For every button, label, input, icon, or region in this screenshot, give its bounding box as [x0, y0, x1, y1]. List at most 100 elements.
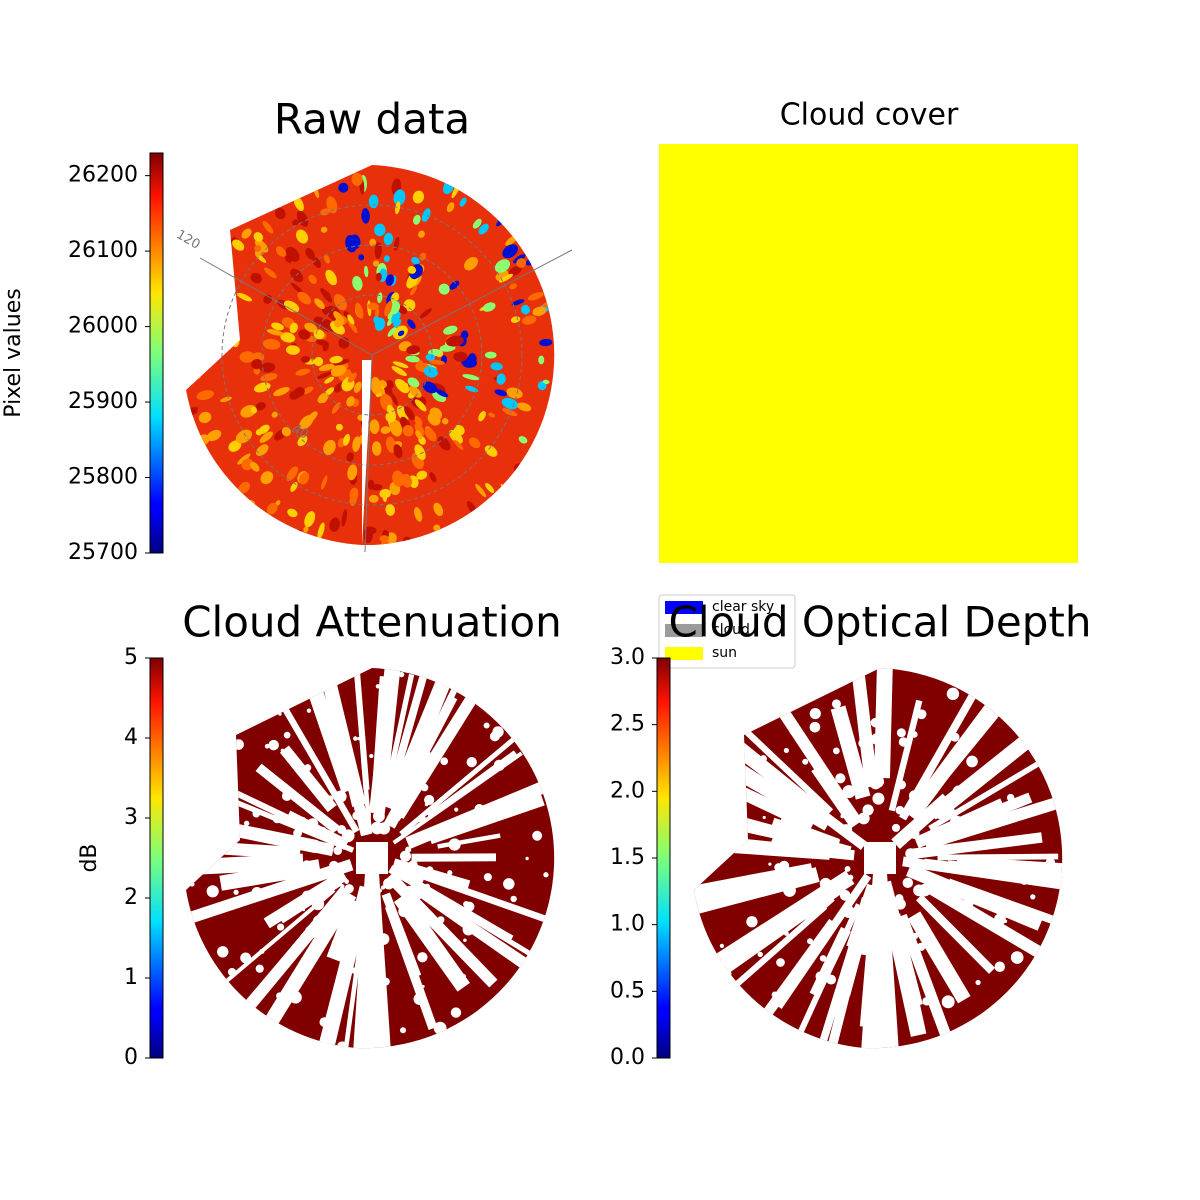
- texture: [375, 272, 382, 282]
- texture: [254, 273, 262, 282]
- texture: [383, 232, 394, 246]
- texture: [465, 385, 479, 393]
- texture: [220, 396, 232, 403]
- texture: [532, 830, 543, 841]
- texture: [257, 682, 270, 695]
- texture: [719, 943, 725, 948]
- texture: [429, 751, 441, 763]
- colorbar-tick-label: 4: [124, 725, 138, 750]
- texture: [320, 475, 328, 490]
- texture: [186, 818, 189, 825]
- texture: [299, 415, 314, 430]
- texture: [361, 208, 370, 224]
- texture: [424, 427, 437, 442]
- texture: [771, 817, 841, 849]
- texture: [781, 1033, 790, 1041]
- colorbar-tick-label: 25900: [68, 389, 138, 414]
- texture: [280, 332, 296, 343]
- texture: [186, 338, 198, 346]
- texture: [233, 739, 244, 750]
- texture: [919, 1053, 925, 1059]
- texture: [351, 172, 363, 186]
- texture: [405, 846, 412, 853]
- texture: [715, 798, 721, 804]
- texture: [461, 330, 469, 339]
- texture: [392, 470, 405, 487]
- texture: [874, 668, 894, 779]
- texture: [778, 860, 790, 871]
- texture: [296, 173, 306, 185]
- texture: [888, 699, 923, 812]
- texture: [966, 1053, 973, 1060]
- texture: [929, 668, 934, 673]
- texture: [917, 710, 1002, 812]
- texture: [237, 453, 251, 465]
- texture: [393, 444, 403, 459]
- texture: [928, 727, 1063, 831]
- texture: [340, 738, 345, 742]
- texture: [910, 731, 918, 738]
- texture: [940, 1021, 947, 1028]
- texture: [464, 901, 475, 912]
- texture: [771, 991, 779, 998]
- texture: [173, 394, 186, 405]
- texture: [413, 214, 421, 225]
- texture: [701, 939, 707, 945]
- texture: [430, 828, 444, 842]
- texture: [390, 668, 483, 816]
- texture: [217, 946, 229, 958]
- legend-label: cloud: [712, 622, 750, 638]
- texture: [272, 180, 278, 188]
- texture: [895, 894, 904, 903]
- texture: [217, 340, 229, 350]
- texture: [447, 870, 453, 876]
- texture: [370, 821, 384, 835]
- texture: [474, 804, 485, 815]
- texture: [975, 657, 984, 666]
- texture: [186, 399, 188, 410]
- texture: [304, 764, 312, 772]
- texture: [324, 376, 335, 384]
- texture: [844, 865, 851, 872]
- texture: [315, 339, 329, 346]
- colorbar-label: dB: [77, 843, 102, 872]
- texture: [449, 429, 463, 444]
- panel-title: Cloud Optical Depth: [669, 598, 1092, 647]
- texture: [264, 267, 277, 279]
- colorbar-tick-label: 3: [124, 805, 138, 830]
- texture: [517, 402, 532, 412]
- texture: [820, 900, 829, 909]
- texture: [264, 743, 270, 749]
- texture: [255, 964, 264, 973]
- texture: [543, 872, 549, 878]
- texture: [771, 838, 777, 844]
- texture: [326, 196, 338, 214]
- texture: [1053, 762, 1063, 775]
- texture: [826, 974, 837, 985]
- texture: [189, 881, 195, 887]
- texture: [396, 794, 409, 807]
- texture: [840, 814, 845, 819]
- texture: [744, 1017, 752, 1025]
- texture: [391, 765, 404, 779]
- texture: [453, 351, 468, 362]
- texture: [811, 1062, 817, 1068]
- texture: [291, 282, 304, 295]
- texture: [304, 511, 316, 528]
- texture: [274, 207, 286, 220]
- texture: [922, 996, 931, 1006]
- texture: [1010, 951, 1024, 964]
- texture: [456, 1032, 467, 1044]
- colorbar-tick-label: 2: [124, 885, 138, 910]
- texture: [418, 230, 425, 238]
- texture: [217, 908, 222, 913]
- texture: [847, 874, 854, 881]
- texture: [807, 938, 813, 945]
- texture: [323, 254, 331, 264]
- texture: [759, 755, 767, 763]
- texture: [333, 930, 365, 1049]
- texture: [494, 389, 508, 397]
- texture: [250, 406, 257, 414]
- texture: [912, 915, 918, 921]
- texture: [254, 382, 271, 393]
